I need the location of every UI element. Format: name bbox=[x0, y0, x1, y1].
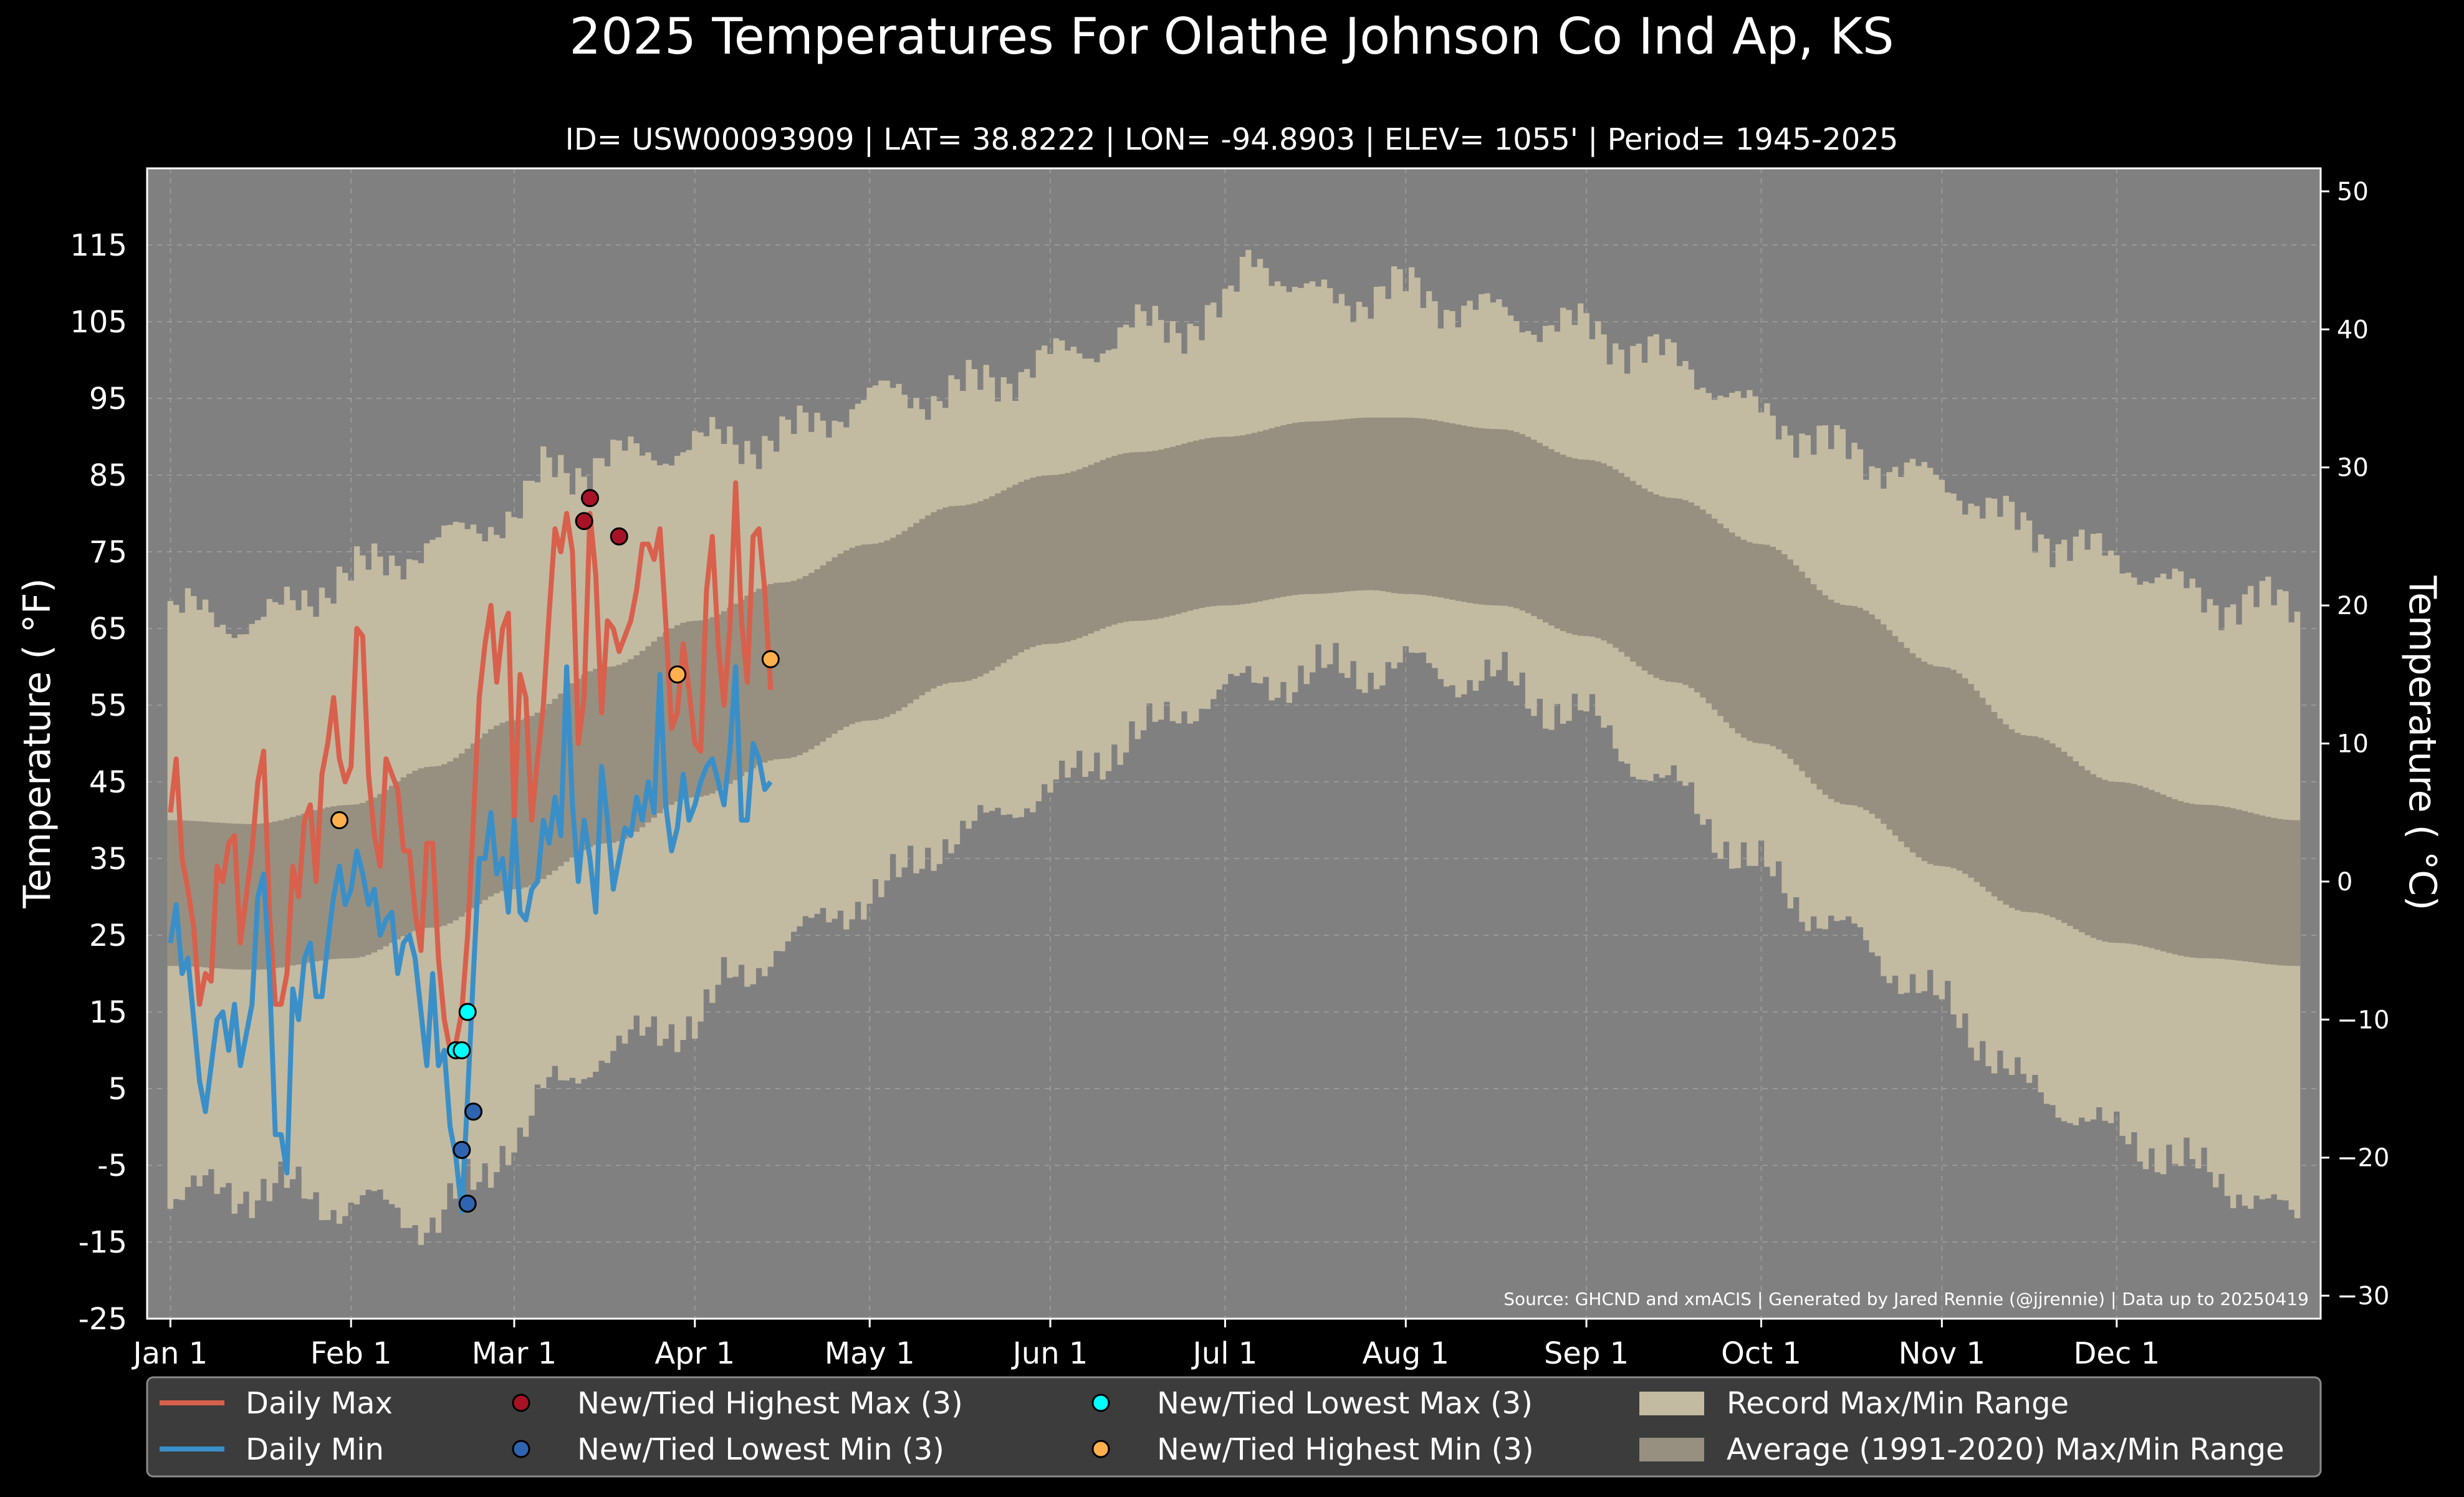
y2-tick-label-4: 10 bbox=[2337, 730, 2369, 759]
record-point-low-max-2 bbox=[458, 1003, 477, 1021]
record-point-high-max-2 bbox=[610, 527, 628, 546]
legend-daily-min: Daily Min bbox=[246, 1432, 384, 1467]
record-point-low-min-1 bbox=[458, 1195, 477, 1213]
legend-daily-max: Daily Max bbox=[246, 1386, 393, 1421]
record-point-low-max-1 bbox=[453, 1041, 471, 1059]
record-point-high-min-2 bbox=[761, 650, 780, 668]
record-point-high-min-0 bbox=[330, 811, 349, 829]
plot-area: Source: GHCND and xmACIS | Generated by … bbox=[146, 167, 2322, 1320]
legend-low-max-marker bbox=[1091, 1394, 1110, 1412]
daily-max-line bbox=[168, 480, 774, 1053]
daily-min-line bbox=[168, 664, 773, 1214]
y2-tick-label-7: −20 bbox=[2337, 1144, 2389, 1173]
legend-high-min: New/Tied Highest Min (3) bbox=[1157, 1432, 1534, 1467]
x-tick-label-1: Feb 1 bbox=[310, 1336, 392, 1371]
legend-low-max: New/Tied Lowest Max (3) bbox=[1157, 1386, 1533, 1421]
y2-tick-label-6: −10 bbox=[2337, 1006, 2389, 1034]
legend-box bbox=[146, 1376, 2322, 1478]
legend-record-range-swatch bbox=[1639, 1392, 1704, 1415]
legend-avg-range-swatch bbox=[1639, 1438, 1704, 1461]
y-tick-label-5: 65 bbox=[89, 612, 127, 647]
x-tick-label-7: Aug 1 bbox=[1363, 1336, 1450, 1371]
x-axis: Jan 1 Feb 1 Mar 1 Apr 1 May 1 Jun 1 Jul 1 Aug 1… bbox=[131, 1319, 2160, 1371]
x-tick-label-0: Jan 1 bbox=[131, 1336, 208, 1371]
y-tick-label-6: 55 bbox=[89, 688, 127, 723]
y-tick-label-4: 75 bbox=[89, 535, 127, 570]
y-tick-label-8: 35 bbox=[89, 842, 127, 877]
chart-title: 2025 Temperatures For Olathe Johnson Co … bbox=[569, 7, 1894, 65]
y-tick-label-3: 85 bbox=[89, 458, 127, 493]
y2-axis-label: Temperature ( °C) bbox=[2400, 575, 2444, 911]
x-tick-label-6: Jul 1 bbox=[1191, 1336, 1258, 1371]
y2-tick-label-2: 30 bbox=[2337, 454, 2369, 483]
y-tick-label-13: -15 bbox=[79, 1225, 127, 1260]
x-tick-label-9: Oct 1 bbox=[1721, 1336, 1801, 1371]
y-axis-left: 115 105 95 85 75 65 55 45 35 25 15 5 -5 -15 -25 bbox=[70, 228, 127, 1337]
legend: Daily Max Daily Min New/Tied Highest Max… bbox=[146, 1376, 2322, 1478]
record-point-low-min-0 bbox=[453, 1140, 471, 1159]
record-points bbox=[330, 489, 780, 1213]
legend-record-range: Record Max/Min Range bbox=[1727, 1386, 2069, 1421]
legend-high-max-marker bbox=[512, 1394, 530, 1412]
record-point-low-min-2 bbox=[464, 1102, 483, 1121]
y-tick-label-14: -25 bbox=[79, 1302, 127, 1337]
legend-high-min-marker bbox=[1091, 1440, 1110, 1458]
legend-avg-range: Average (1991-2020) Max/Min Range bbox=[1727, 1432, 2284, 1467]
record-range-band bbox=[167, 249, 2301, 1245]
y-tick-label-0: 115 bbox=[70, 228, 127, 263]
x-tick-label-5: Jun 1 bbox=[1011, 1336, 1088, 1371]
y2-tick-label-5: 0 bbox=[2337, 868, 2352, 897]
chart-subtitle: ID= USW00093909 | LAT= 38.8222 | LON= -9… bbox=[565, 122, 1899, 157]
x-tick-label-4: May 1 bbox=[825, 1336, 915, 1371]
legend-high-max: New/Tied Highest Max (3) bbox=[577, 1386, 963, 1421]
source-note: Source: GHCND and xmACIS | Generated by … bbox=[1503, 1289, 2309, 1309]
y-tick-label-1: 105 bbox=[70, 305, 127, 340]
y2-tick-label-0: 50 bbox=[2337, 178, 2369, 206]
y2-tick-label-1: 40 bbox=[2337, 315, 2369, 344]
record-point-high-max-0 bbox=[575, 512, 593, 531]
x-tick-label-8: Sep 1 bbox=[1544, 1336, 1629, 1371]
y2-tick-label-3: 20 bbox=[2337, 592, 2369, 620]
record-point-high-max-1 bbox=[580, 489, 599, 508]
x-tick-label-2: Mar 1 bbox=[472, 1336, 557, 1371]
y2-tick-label-8: −30 bbox=[2337, 1282, 2389, 1311]
y-axis-label: Temperature ( °F) bbox=[16, 578, 59, 909]
average-range-band bbox=[167, 417, 2301, 970]
x-tick-label-10: Nov 1 bbox=[1899, 1336, 1985, 1371]
legend-low-min-marker bbox=[512, 1440, 530, 1458]
y-tick-label-2: 95 bbox=[89, 382, 127, 416]
y-tick-label-9: 25 bbox=[89, 918, 127, 953]
y-tick-label-10: 15 bbox=[89, 995, 127, 1030]
y-axis-right: 50 40 30 20 10 0 −10 −20 −30 bbox=[2321, 178, 2389, 1311]
x-tick-label-11: Dec 1 bbox=[2073, 1336, 2160, 1371]
y-tick-label-11: 5 bbox=[108, 1072, 127, 1107]
x-tick-label-3: Apr 1 bbox=[654, 1336, 735, 1371]
y-tick-label-12: -5 bbox=[97, 1148, 127, 1183]
legend-low-min: New/Tied Lowest Min (3) bbox=[577, 1432, 944, 1467]
y-tick-label-7: 45 bbox=[89, 765, 127, 800]
record-point-high-min-1 bbox=[668, 665, 687, 684]
